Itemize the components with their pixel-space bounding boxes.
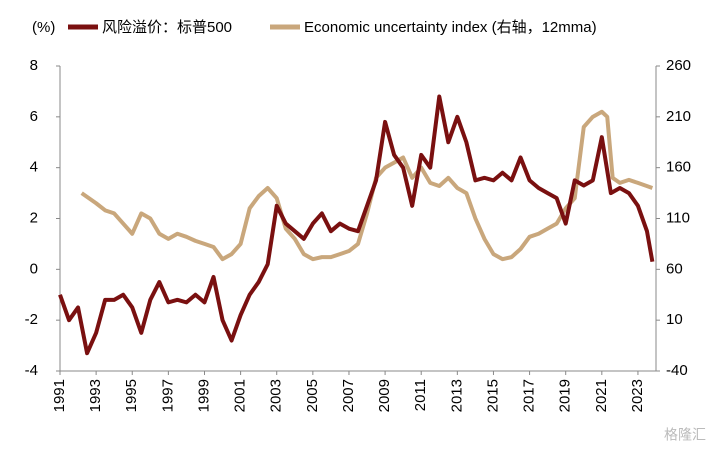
x-tick-label: 2009 — [376, 379, 393, 412]
y2-tick-label: 60 — [666, 260, 683, 277]
y-tick-label: 2 — [30, 209, 38, 226]
x-tick-label: 2005 — [304, 379, 321, 412]
watermark: 格隆汇 — [664, 427, 706, 443]
y2-tick-label: 210 — [666, 108, 691, 125]
y-tick-label: 6 — [30, 108, 38, 125]
y2-tick-label: 260 — [666, 57, 691, 74]
x-tick-label: 1997 — [159, 379, 176, 412]
y-tick-label: -4 — [25, 362, 38, 379]
x-tick-label: 1991 — [51, 379, 68, 412]
y-tick-label: 8 — [30, 57, 38, 74]
y2-tick-label: 10 — [666, 311, 683, 328]
x-tick-label: 2015 — [484, 379, 501, 412]
legend-label: 风险溢价：标普500 — [102, 19, 232, 36]
y-unit-label: (%) — [32, 19, 55, 36]
y-tick-label: -2 — [25, 311, 38, 328]
x-tick-label: 2003 — [268, 379, 285, 412]
y2-tick-label: 160 — [666, 159, 691, 176]
series-line — [80, 109, 654, 262]
x-tick-label: 2013 — [448, 379, 465, 412]
y2-tick-label: 110 — [666, 209, 690, 226]
y2-tick-label: -40 — [666, 362, 688, 379]
x-tick-label: 2017 — [521, 379, 538, 412]
legend-label: Economic uncertainty index (右轴，12mma) — [304, 19, 597, 36]
x-tick-label: 2023 — [629, 379, 646, 412]
x-tick-label: 2001 — [232, 379, 249, 412]
x-tick-label: 1999 — [195, 379, 212, 412]
x-tick-label: 2007 — [340, 379, 357, 412]
x-tick-label: 2021 — [593, 379, 610, 412]
x-tick-label: 2019 — [557, 379, 574, 412]
x-tick-label: 1995 — [123, 379, 140, 412]
x-tick-label: 2011 — [412, 379, 429, 411]
y-tick-label: 4 — [30, 159, 38, 176]
x-tick-label: 1993 — [87, 379, 104, 412]
series-line — [58, 94, 655, 356]
y-tick-label: 0 — [30, 260, 38, 277]
